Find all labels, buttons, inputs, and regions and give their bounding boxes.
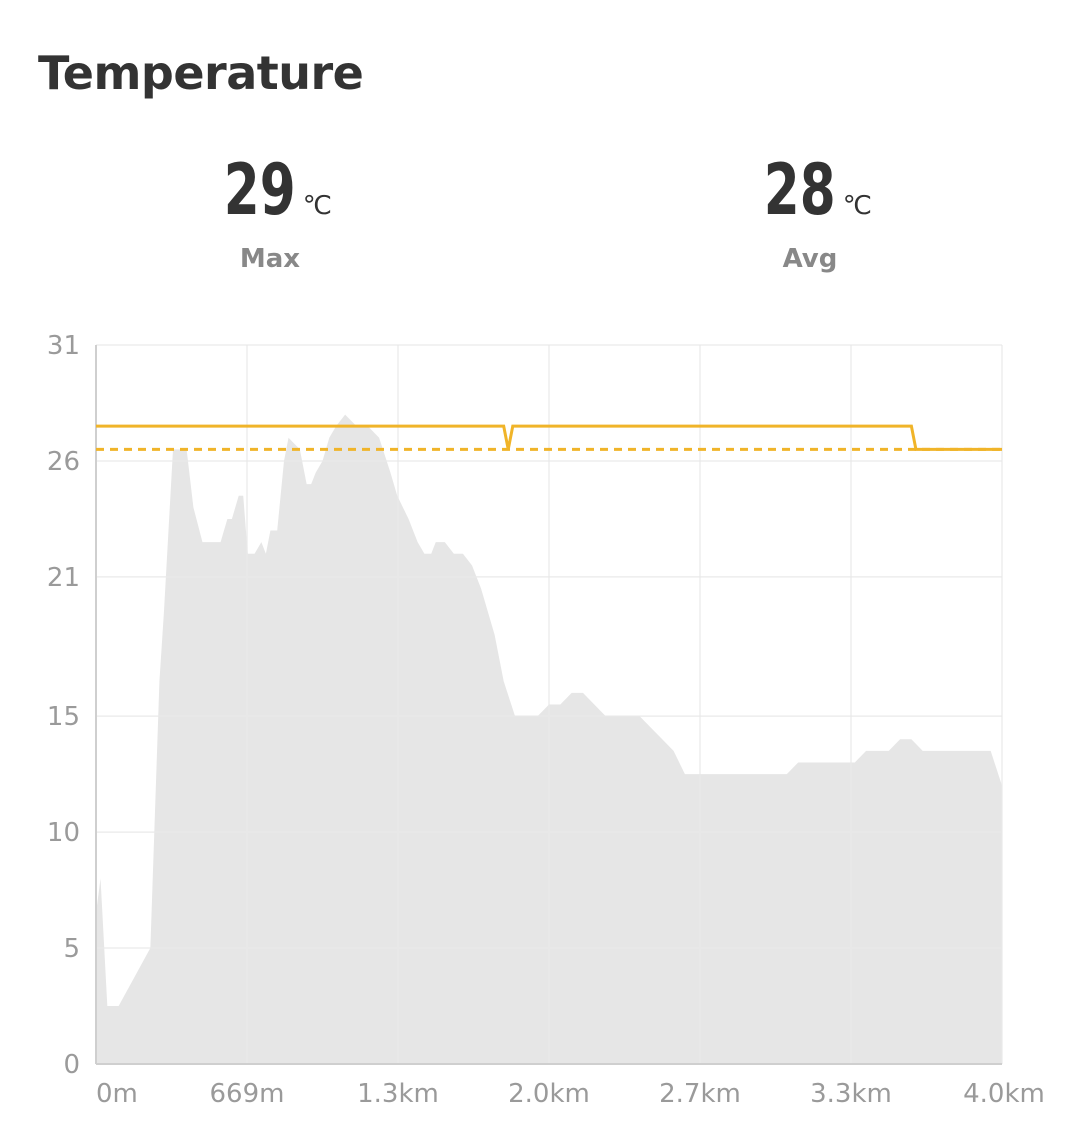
page-title: Temperature: [38, 46, 364, 100]
max-temperature-label: Max: [239, 244, 301, 274]
y-tick-label: 5: [63, 934, 80, 964]
x-tick-label: 1.3km: [357, 1079, 439, 1109]
avg-temperature-value: 28: [763, 149, 836, 231]
avg-temperature-label: Avg: [782, 244, 838, 274]
x-tick-label: 3.3km: [810, 1079, 892, 1109]
y-tick-label: 21: [47, 563, 80, 593]
x-tick-label: 669m: [210, 1079, 285, 1109]
y-tick-label: 15: [47, 702, 80, 732]
x-tick-label: 2.0km: [508, 1079, 590, 1109]
x-tick-label: 4.0km: [963, 1079, 1045, 1109]
x-tick-label: 2.7km: [659, 1079, 741, 1109]
x-tick-label: 0m: [96, 1079, 138, 1109]
max-temperature-stat: 29 ℃ Max: [120, 150, 420, 274]
y-tick-label: 31: [47, 331, 80, 361]
avg-temperature-unit: ℃: [842, 191, 872, 221]
avg-temperature-stat: 28 ℃ Avg: [660, 150, 960, 274]
temperature-chart: 0m 669m 1.3km 2.0km 2.7km 3.3km 4.0km 0 5 10 15 21 2…: [47, 331, 1045, 1109]
y-tick-label: 10: [47, 818, 80, 848]
max-temperature-unit: ℃: [302, 191, 332, 221]
y-tick-label: 0: [63, 1050, 80, 1080]
y-tick-label: 26: [47, 447, 80, 477]
max-temperature-value: 29: [223, 149, 296, 231]
